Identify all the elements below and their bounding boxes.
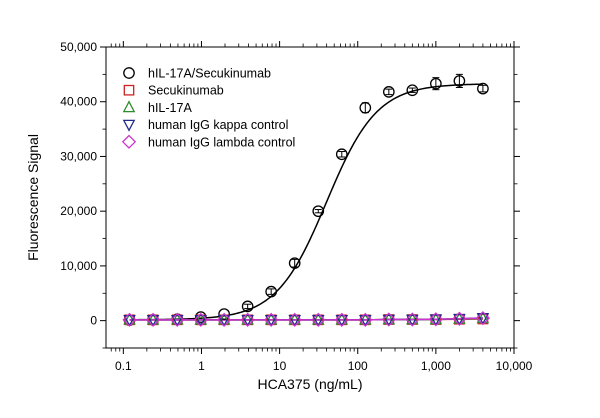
- data-point: [123, 312, 136, 325]
- x-axis: 0.1 1 10 100 1,000 10,000: [110, 41, 533, 373]
- legend-marker-1: [123, 84, 135, 96]
- y-tick-label: 10,000: [60, 259, 97, 273]
- data-point: [217, 312, 232, 327]
- data-point: [193, 312, 208, 327]
- data-point: [453, 313, 466, 326]
- data-point: [311, 314, 325, 327]
- y-tick-label: 0: [90, 314, 97, 328]
- series-layer: [122, 73, 491, 327]
- data-point: [382, 314, 396, 327]
- series-line-0: [129, 83, 483, 321]
- y-tick-label: 20,000: [60, 204, 97, 218]
- data-point: [194, 314, 208, 327]
- x-tick-label: 10: [273, 359, 287, 373]
- x-axis-title: HCA375 (ng/mL): [257, 376, 362, 392]
- data-point: [335, 312, 349, 325]
- data-point: [241, 300, 254, 313]
- legend-marker-3: [122, 119, 136, 132]
- data-point: [170, 312, 184, 325]
- data-point: [146, 312, 160, 325]
- data-point: [430, 77, 442, 90]
- data-point: [382, 312, 396, 325]
- data-point: [359, 101, 372, 114]
- data-point: [406, 84, 419, 97]
- y-tick-label: 50,000: [60, 40, 97, 54]
- data-point: [453, 75, 466, 87]
- data-point: [335, 148, 348, 161]
- data-point: [217, 312, 231, 325]
- data-point: [476, 313, 490, 325]
- data-point: [405, 312, 420, 327]
- x-tick-label: 1: [198, 359, 205, 373]
- data-point: [218, 308, 230, 320]
- data-point: [477, 82, 489, 95]
- x-tick-label: 0.1: [115, 359, 132, 373]
- data-point: [475, 311, 491, 326]
- data-point: [241, 314, 254, 327]
- data-point: [406, 314, 419, 327]
- data-point: [288, 314, 301, 327]
- legend-marker-0: [123, 67, 135, 79]
- x-tick-label: 1,000: [421, 359, 451, 373]
- data-point: [146, 314, 160, 327]
- legend-label-4: human IgG lambda control: [148, 135, 295, 149]
- legend-label-3: human IgG kappa control: [148, 118, 288, 132]
- legend-marker-4: [121, 134, 137, 149]
- y-axis: 0 10,000 20,000 30,000 40,000 50,000: [60, 40, 520, 349]
- legend-label-0: hIL-17A/Secukinumab: [148, 67, 271, 81]
- data-point: [382, 86, 395, 98]
- y-tick-label: 40,000: [60, 95, 97, 109]
- data-point: [122, 312, 137, 327]
- data-point: [358, 312, 373, 327]
- data-point: [429, 314, 443, 327]
- data-point: [359, 312, 372, 325]
- data-point: [217, 314, 231, 327]
- data-point: [288, 257, 301, 270]
- data-point: [335, 314, 349, 327]
- fit-curve-layer: [129, 83, 483, 321]
- data-point: [265, 285, 278, 298]
- data-point: [288, 312, 301, 325]
- data-point: [452, 311, 467, 326]
- legend-label-2: hIL-17A: [148, 101, 192, 115]
- y-tick-label: 30,000: [60, 149, 97, 163]
- data-point: [428, 312, 443, 327]
- data-point: [312, 205, 325, 218]
- series-line-4: [129, 317, 483, 321]
- data-point: [170, 314, 184, 327]
- data-point: [264, 312, 278, 325]
- data-point: [287, 312, 302, 327]
- data-point: [311, 312, 325, 325]
- plot-border: [105, 46, 515, 349]
- x-tick-label: 100: [348, 359, 368, 373]
- legend-marker-2: [122, 100, 136, 113]
- x-tick-label: 10,000: [496, 359, 533, 373]
- data-point: [359, 314, 372, 327]
- data-point: [334, 312, 349, 327]
- data-point: [170, 312, 185, 327]
- legend-label-1: Secukinumab: [148, 84, 224, 98]
- data-point: [381, 312, 396, 327]
- series-4: [122, 311, 491, 327]
- series-3: [123, 313, 490, 327]
- data-point: [264, 312, 279, 327]
- data-point: [145, 312, 161, 327]
- data-point: [406, 312, 419, 325]
- legend: hIL-17A/Secukinumab Secukinumab hIL-17A hum…: [121, 67, 295, 149]
- data-point: [241, 312, 254, 325]
- plot-frame: [105, 46, 515, 349]
- data-point: [311, 312, 326, 327]
- data-point: [240, 312, 255, 327]
- data-point: [264, 314, 278, 327]
- y-axis-title: Fluorescence Signal: [25, 134, 41, 261]
- data-point: [123, 314, 136, 327]
- data-point: [194, 312, 208, 325]
